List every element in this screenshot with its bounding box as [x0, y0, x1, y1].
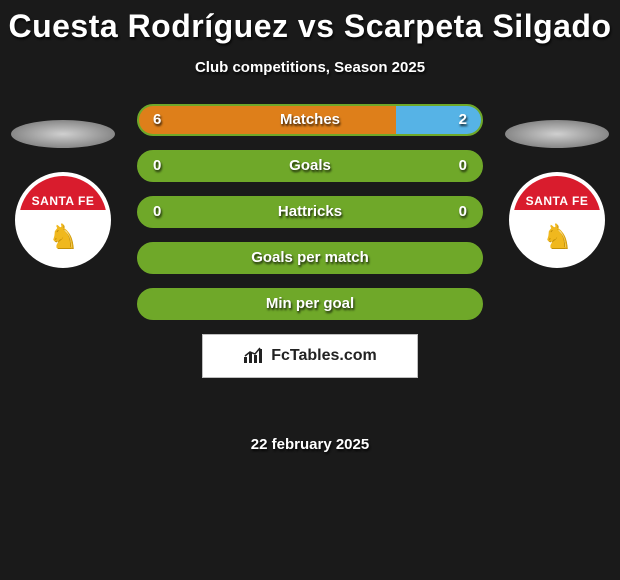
stat-row-label: Hattricks	[139, 196, 481, 228]
stat-value-left: 0	[153, 150, 161, 182]
badge-right-text: SANTA FE	[513, 176, 601, 210]
lion-icon: ♞	[542, 220, 572, 254]
team-left-badge: SANTA FE ♞	[15, 172, 111, 268]
page-title: Cuesta Rodríguez vs Scarpeta Silgado	[0, 0, 620, 45]
badge-right-emblem: ♞	[513, 210, 601, 264]
stat-row: Goals0 0	[137, 150, 483, 182]
date-text: 22 february 2025	[0, 436, 620, 453]
lion-icon: ♞	[48, 220, 78, 254]
stat-value-right: 2	[459, 104, 467, 136]
badge-left-text: SANTA FE	[19, 176, 107, 210]
team-left-block: SANTA FE ♞	[8, 120, 118, 268]
shadow-ellipse-right	[505, 120, 609, 148]
team-right-badge: SANTA FE ♞	[509, 172, 605, 268]
stat-row-label: Matches	[139, 104, 481, 136]
shadow-ellipse-left	[11, 120, 115, 148]
stat-row: Matches6 2	[137, 104, 483, 136]
subtitle: Club competitions, Season 2025	[0, 59, 620, 76]
stat-row: Hattricks0 0	[137, 196, 483, 228]
fctables-logo: FcTables.com	[202, 334, 418, 378]
stat-row: Goals per match	[137, 242, 483, 274]
stat-value-right: 0	[459, 150, 467, 182]
team-right-block: SANTA FE ♞	[502, 120, 612, 268]
stat-row-label: Min per goal	[139, 288, 481, 320]
stat-value-right: 0	[459, 196, 467, 228]
stat-value-left: 0	[153, 196, 161, 228]
fctables-logo-text: FcTables.com	[271, 347, 377, 365]
badge-left-emblem: ♞	[19, 210, 107, 264]
bar-chart-icon	[243, 347, 265, 365]
stat-row: Min per goal	[137, 288, 483, 320]
stat-value-left: 6	[153, 104, 161, 136]
stat-row-label: Goals	[139, 150, 481, 182]
stat-row-label: Goals per match	[139, 242, 481, 274]
